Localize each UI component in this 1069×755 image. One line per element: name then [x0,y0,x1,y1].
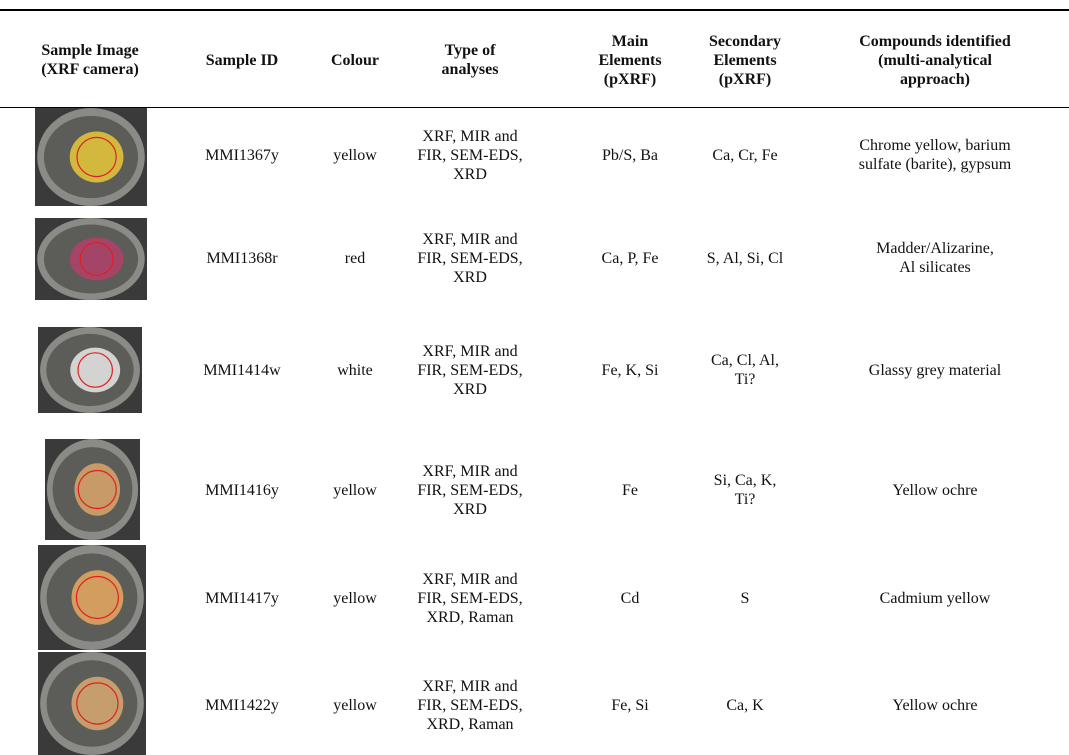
table-cell: XRD [453,268,487,286]
header-cell: Elements [598,51,662,69]
header-cell: analyses [441,61,499,78]
table-cell: yellow [333,146,377,164]
table-cell: MMI1422y [205,696,279,714]
header-cell: Main [611,32,649,50]
header-cell: Sample Image [41,42,139,59]
table-cell: XRF, MIR and [422,462,518,480]
table-cell: Ti? [734,491,756,508]
table-cell: Ca, Cr, Fe [712,146,778,164]
table-cell: FIR, SEM-EDS, [417,249,523,267]
table-cell: FIR, SEM-EDS, [417,481,523,499]
sample-image [38,545,146,650]
table-cell: FIR, SEM-EDS, [417,696,523,714]
table-cell: Chrome yellow, barium [859,137,1011,154]
table-cell: Cd [620,589,640,607]
table-cell: XRD [453,165,487,183]
table-cell: MMI1414w [203,361,281,379]
table-cell: Ca, K [726,696,764,714]
header-cell: approach) [900,70,970,88]
table-cell: red [344,249,366,267]
table-cell: FIR, SEM-EDS, [417,589,523,607]
sample-image [35,108,147,206]
table-cell: S, Al, Si, Cl [706,249,784,267]
table-cell: XRD, Raman [426,608,514,626]
sample-image [35,218,147,300]
top-rule [0,9,1069,11]
sample-image [38,652,146,755]
table-cell: yellow [333,696,377,714]
header-cell: (XRF camera) [41,61,139,78]
table-cell: XRF, MIR and [422,127,518,145]
table-cell: Cadmium yellow [879,589,991,607]
table-cell: Ca, P, Fe [601,249,659,267]
table-cell: Fe [622,481,638,499]
table-cell: Fe, K, Si [601,361,659,379]
table-cell: FIR, SEM-EDS, [417,361,523,379]
header-cell: (pXRF) [603,70,657,88]
table-cell: white [337,361,373,379]
header-cell: (multi-analytical [878,51,992,69]
sample-image [45,439,140,540]
table-cell: S [740,589,750,607]
table-cell: XRF, MIR and [422,230,518,248]
table-cell: Glassy grey material [868,361,1002,379]
table-cell: MMI1416y [205,481,279,499]
table-cell: Ca, Cl, Al, [710,352,780,369]
header-rule [0,107,1069,108]
table-cell: Madder/Alizarine, [876,240,994,257]
table-cell: Ti? [734,371,756,388]
table-cell: XRF, MIR and [422,342,518,360]
table-cell: Si, Ca, K, [713,472,777,489]
table-cell: FIR, SEM-EDS, [417,146,523,164]
table-cell: XRF, MIR and [422,677,518,695]
sample-image [38,327,142,413]
table-cell: XRD, Raman [426,715,514,733]
header-cell: Elements [713,51,777,69]
table-cell: Yellow ochre [892,696,978,714]
table-cell: Al silicates [899,259,971,276]
table-cell: XRF, MIR and [422,570,518,588]
table-cell: Pb/S, Ba [601,146,659,164]
table-cell: MMI1417y [205,589,279,607]
table-cell: yellow [333,481,377,499]
header-cell: Secondary [709,32,781,50]
header-cell: Sample ID [205,51,279,69]
table-cell: MMI1367y [205,146,279,164]
table-cell: MMI1368r [206,249,278,267]
header-cell: Colour [331,51,379,69]
table-cell: XRD [453,380,487,398]
header-cell: (pXRF) [718,70,772,88]
table-cell: yellow [333,589,377,607]
header-cell: Type of [444,42,496,59]
table-cell: Yellow ochre [892,481,978,499]
table-cell: Fe, Si [611,696,649,714]
table-cell: sulfate (barite), gypsum [858,156,1012,173]
table-cell: XRD [453,500,487,518]
header-cell: Compounds identified [859,32,1011,50]
